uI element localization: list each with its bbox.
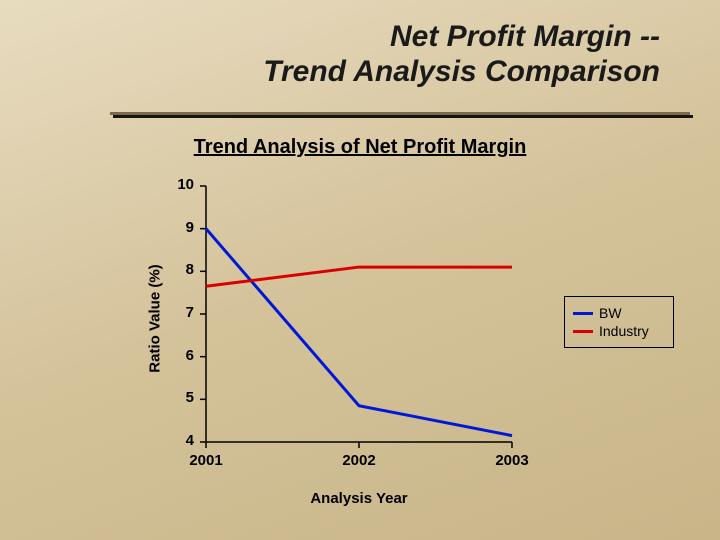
chart-title: Trend Analysis of Net Profit Margin — [0, 136, 720, 159]
y-axis-label: Ratio Value (%) — [147, 219, 164, 419]
x-tick-label: 2003 — [482, 452, 542, 469]
y-tick-label: 10 — [177, 176, 194, 193]
legend-label: BW — [599, 305, 622, 321]
chart-plot — [198, 180, 520, 448]
legend-swatch — [573, 312, 593, 315]
y-tick-label: 4 — [186, 432, 194, 449]
x-axis-label: Analysis Year — [198, 490, 520, 507]
legend-row: Industry — [573, 323, 665, 339]
slide-title-line1: Net Profit Margin -- — [0, 20, 660, 55]
slide-title-line2: Trend Analysis Comparison — [0, 55, 660, 90]
x-tick-label: 2002 — [329, 452, 389, 469]
x-tick-label: 2001 — [176, 452, 236, 469]
title-underline-main — [110, 112, 690, 115]
legend-row: BW — [573, 305, 665, 321]
legend-label: Industry — [599, 323, 649, 339]
legend-swatch — [573, 330, 593, 333]
slide-title: Net Profit Margin -- Trend Analysis Comp… — [0, 20, 700, 89]
legend: BW Industry — [564, 296, 674, 348]
title-underline-shadow — [113, 115, 693, 118]
y-tick-label: 5 — [186, 389, 194, 406]
y-tick-label: 8 — [186, 261, 194, 278]
y-tick-label: 9 — [186, 219, 194, 236]
y-tick-label: 6 — [186, 347, 194, 364]
y-tick-label: 7 — [186, 304, 194, 321]
